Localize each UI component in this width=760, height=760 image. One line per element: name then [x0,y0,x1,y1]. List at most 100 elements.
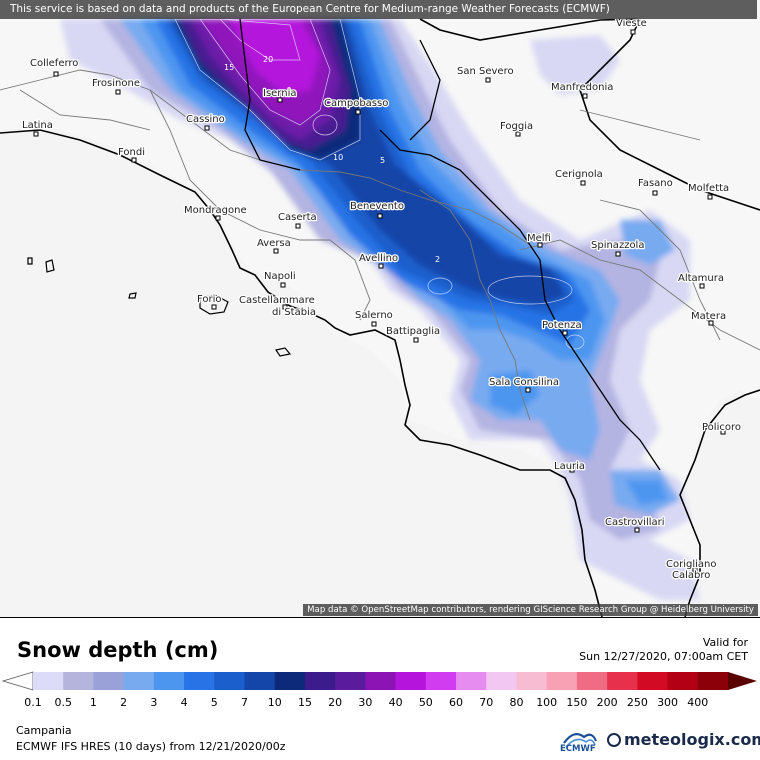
island-5 [27,257,33,265]
colorbar-segment [63,672,94,690]
valid-label: Valid for [702,636,748,649]
city-marker-icon [537,242,543,248]
region-borders-bold [239,18,661,471]
city-label: Fasano [638,178,673,189]
city-label: Melfi [527,233,551,244]
colorbar-tick-label: 250 [626,696,648,709]
colorbar-segment [214,672,246,690]
contour-labels: 10 5 2 15 20 [224,55,440,264]
city-label: Cerignola [555,169,603,180]
colorbar-segment [607,672,638,690]
city-label: Spinazzola [591,240,644,251]
colorbar-segment [425,672,457,690]
attribution-banner: This service is based on data and produc… [0,0,757,19]
colorbar-tick-label: 0.1 [24,696,42,709]
city-marker-icon [53,71,59,77]
map-attribution[interactable]: Map data © OpenStreetMap contributors, r… [303,604,758,616]
city-marker-icon [355,109,361,115]
colorbar-tick-label: 60 [449,696,464,709]
coastline-ionian [679,389,760,617]
city-label: Matera [691,311,726,322]
city-label: Corigliano [666,559,716,570]
colorbar-tick-label: 1 [89,696,97,709]
contour-lines [174,18,585,350]
colorbar-tick-label: 150 [566,696,588,709]
city-label: Avellino [359,253,398,264]
colorbar-tick-label: 5 [210,696,218,709]
colorbar-right-arrow [728,672,757,690]
colorbar-segment [335,672,366,690]
colorbar-segment [184,672,215,690]
city-markers: Vieste Colleferro San Severo Frosinone Manfr… [21,17,743,583]
city-label: Castrovillari [605,517,665,528]
city-marker-icon [277,97,283,103]
city-label: Isernia [263,88,297,99]
city-label: Campobasso [324,98,388,109]
colorbar-tick-label: 4 [180,696,188,709]
city-marker-icon [280,282,286,288]
map-panel[interactable]: 10 5 2 15 20 Vi [0,0,760,618]
city-marker-icon [215,215,221,221]
city-label: Molfetta [688,183,729,194]
colorbar-segment [516,672,548,690]
city-label: Colleferro [30,58,78,69]
colorbar-segment [697,672,729,690]
city-label: Forio [197,294,222,305]
colorbar-tick-label: 70 [479,696,494,709]
meteologix-logo-icon [607,733,621,747]
colorbar-segment [244,672,276,690]
colorbar-segment [456,672,487,690]
city-label: Castellammare [239,295,315,306]
city-marker-icon [630,29,636,35]
svg-text:15: 15 [224,63,234,72]
city-marker-icon [485,77,491,83]
colorbar-segment [274,672,306,690]
colorbar-segment [576,672,608,690]
island-3 [128,292,137,299]
colorbar-tick-label: 40 [388,696,403,709]
city-marker-icon [273,248,279,254]
colorbar-tick-label: 7 [241,696,249,709]
valid-time: Sun 12/27/2020, 07:00am CET [579,650,748,663]
city-label: Caserta [278,212,317,223]
city-marker-icon [525,387,531,393]
city-marker-icon [569,467,575,473]
svg-text:20: 20 [263,55,273,64]
island-4 [45,259,55,273]
city-marker-icon [131,157,137,163]
city-label: Foggia [500,121,533,132]
city-label: di Stabia [272,307,316,318]
colorbar-segment [365,672,397,690]
colorbar-tick-label: 200 [596,696,618,709]
city-marker-icon [692,567,698,573]
ecmwf-logo-text: ECMWF [560,744,596,754]
city-marker-icon [204,125,210,131]
city-marker-icon [115,89,121,95]
city-marker-icon [377,213,383,219]
colorbar-tick-label: 30 [358,696,373,709]
colorbar-segment [486,672,517,690]
city-label: Battipaglia [386,326,440,337]
colorbar-segment [93,672,125,690]
svg-text:5: 5 [380,156,385,165]
city-marker-icon [33,131,39,137]
colorbar-ticks: 0.1 0.5 1 2 3 4 5 7 10 15 20 30 40 50 60 70 80 100 150 200 2… [0,696,760,712]
snow-depth-map: 10 5 2 15 20 Vi [0,16,760,617]
model-info: ECMWF IFS HRES (10 days) from 12/21/2020… [16,740,286,753]
city-marker-icon [615,251,621,257]
city-label: Fondi [118,147,145,158]
ecmwf-logo-icon [563,733,598,748]
city-label: Benevento [350,201,404,212]
coastline [0,129,603,617]
colorbar-segment [637,672,669,690]
city-label: Manfredonia [551,82,613,93]
city-marker-icon [211,304,217,310]
city-marker-icon [295,223,301,229]
city-label: Cassino [186,114,225,125]
meteologix-logo[interactable]: meteologix.com [607,730,760,749]
city-marker-icon [413,337,419,343]
city-label: San Severo [457,66,514,77]
coastline-east [419,18,641,41]
colorbar-tick-label: 80 [509,696,524,709]
city-label: Altamura [678,273,724,284]
